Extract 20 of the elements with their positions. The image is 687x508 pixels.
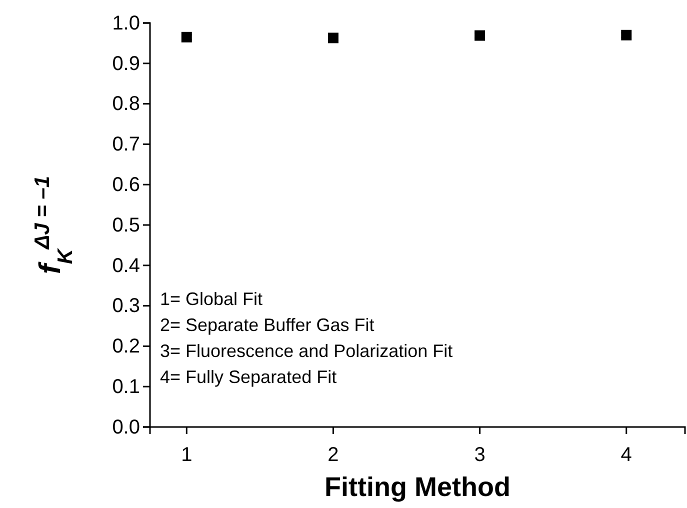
x-tick-label: 1	[181, 444, 192, 466]
y-tick-label: 0.5	[112, 214, 140, 236]
x-axis-title: Fitting Method	[324, 472, 510, 502]
annotation: 3= Fluorescence and Polarization Fit	[160, 341, 453, 361]
y-tick-label: 0.7	[112, 134, 140, 156]
y-tick-label: 0.6	[112, 174, 140, 196]
y-tick-label: 0.9	[112, 52, 140, 75]
annotation: 2= Separate Buffer Gas Fit	[160, 315, 374, 335]
y-tick-label: 0.2	[112, 336, 140, 358]
annotation: 4= Fully Separated Fit	[160, 367, 337, 387]
y-tick-label: 0.8	[112, 93, 140, 116]
x-tick-label: 4	[620, 444, 632, 466]
x-tick-label: 2	[328, 444, 339, 466]
annotation: 1= Global Fit	[160, 289, 263, 309]
y-tick-label: 0.4	[112, 254, 140, 277]
y-tick-label: 0.1	[112, 376, 140, 398]
x-tick-label: 3	[474, 444, 486, 466]
y-tick-label: 0.0	[112, 416, 140, 438]
y-tick-label: 0.3	[112, 295, 140, 318]
y-tick-label: 1.0	[112, 12, 140, 34]
